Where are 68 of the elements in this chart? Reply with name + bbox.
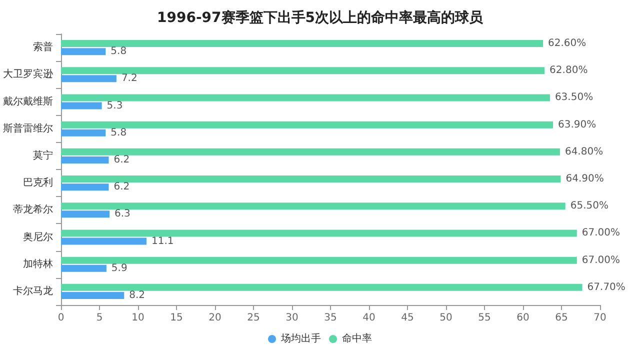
data-label: 64.90% <box>566 174 604 185</box>
data-label: 5.3 <box>106 100 123 112</box>
y-tick-label: 大卫罗宾逊 <box>3 68 53 80</box>
data-label: 67.00% <box>582 228 620 239</box>
data-label: 11.1 <box>151 236 174 247</box>
bar <box>61 75 116 82</box>
x-tick-label: 70 <box>594 312 606 324</box>
bar <box>61 238 146 245</box>
data-label: 6.2 <box>114 182 130 193</box>
x-tick-label: 60 <box>516 312 530 324</box>
data-label: 5.8 <box>110 46 127 58</box>
data-label: 63.50% <box>554 92 594 104</box>
y-tick-label: 索普 <box>33 41 53 54</box>
x-tick-label: 25 <box>247 312 260 324</box>
data-label: 5.9 <box>111 262 128 274</box>
y-tick-label: 加特林 <box>23 258 53 270</box>
x-tick-label: 20 <box>208 312 222 324</box>
data-label: 6.2 <box>114 154 130 166</box>
bar <box>61 176 561 183</box>
bar <box>61 121 554 128</box>
data-label: 63.90% <box>558 119 596 130</box>
bar <box>61 40 544 48</box>
y-tick-label: 奥尼尔 <box>23 230 53 243</box>
legend-label: 场均出手 <box>280 332 321 344</box>
x-tick-label: 10 <box>132 312 144 324</box>
y-tick-label: 卡尔马龙 <box>13 284 53 297</box>
bar <box>61 184 109 191</box>
bar <box>61 264 106 272</box>
bar <box>61 67 545 74</box>
bar <box>61 230 577 237</box>
y-tick-label: 巴克利 <box>23 176 53 189</box>
data-label: 62.80% <box>550 65 588 76</box>
bar <box>61 202 566 210</box>
x-tick-label: 35 <box>324 312 337 324</box>
data-label: 64.80% <box>564 146 604 158</box>
x-tick-label: 65 <box>555 312 568 324</box>
data-label: 62.60% <box>548 38 586 50</box>
bar <box>61 129 106 136</box>
chart-title: 1996-97赛季篮下出手5次以上的命中率最高的球员 <box>157 9 484 26</box>
bar <box>61 148 560 156</box>
x-tick-label: 30 <box>286 312 298 324</box>
y-tick-label: 莫宁 <box>33 149 53 162</box>
data-label: 67.70% <box>587 282 626 293</box>
x-tick-label: 40 <box>362 312 376 324</box>
bar <box>61 94 550 102</box>
bar <box>61 292 124 299</box>
data-label: 7.2 <box>121 73 138 84</box>
y-tick-label: 斯普雷维尔 <box>3 122 53 134</box>
x-tick-label: 15 <box>170 312 183 324</box>
bar <box>61 156 109 164</box>
legend-label: 命中率 <box>342 332 372 344</box>
x-tick-label: 50 <box>440 312 452 324</box>
data-label: 65.50% <box>570 200 608 212</box>
bar <box>61 48 106 56</box>
x-tick-label: 5 <box>96 312 103 324</box>
bar <box>61 210 110 218</box>
data-label: 67.00% <box>582 254 620 266</box>
x-tick-label: 55 <box>478 312 491 324</box>
data-label: 6.3 <box>114 208 130 220</box>
x-tick-label: 0 <box>58 312 64 324</box>
y-tick-label: 蒂龙希尔 <box>13 204 53 216</box>
bar <box>61 284 582 291</box>
data-label: 8.2 <box>129 290 146 301</box>
bar <box>61 256 577 264</box>
bar <box>61 102 102 110</box>
y-tick-label: 戴尔戴维斯 <box>3 95 53 108</box>
x-tick-label: 45 <box>401 312 414 324</box>
data-label: 5.8 <box>110 127 127 138</box>
